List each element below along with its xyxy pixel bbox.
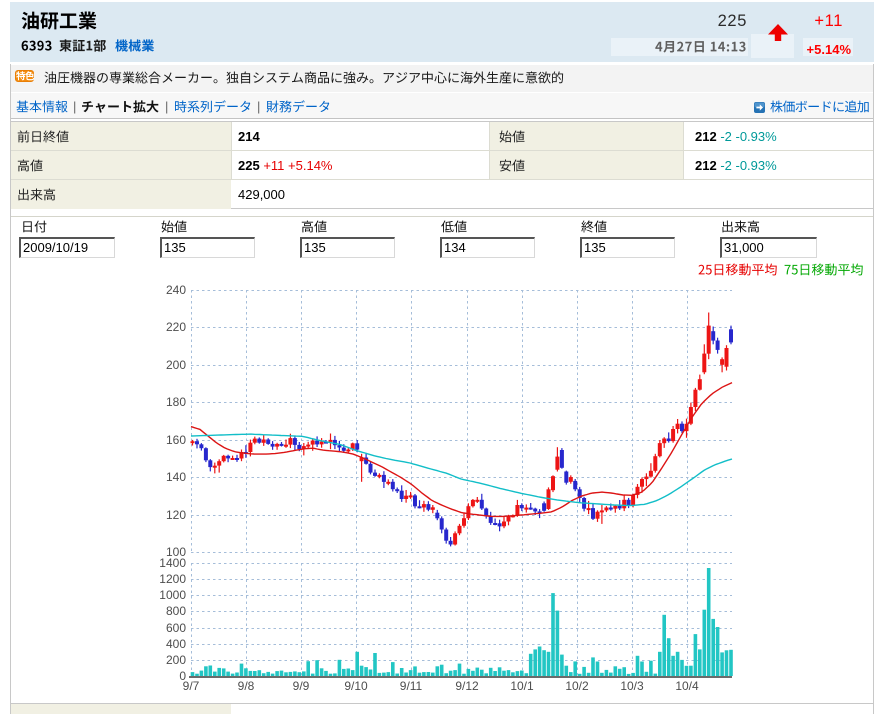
svg-text:1000: 1000 <box>159 588 186 602</box>
svg-text:220: 220 <box>166 320 186 334</box>
svg-text:10/2: 10/2 <box>565 679 589 693</box>
svg-text:180: 180 <box>166 395 186 409</box>
svg-text:9/8: 9/8 <box>238 679 255 693</box>
svg-text:10/1: 10/1 <box>510 679 534 693</box>
svg-text:9/12: 9/12 <box>455 679 479 693</box>
svg-text:9/11: 9/11 <box>400 679 423 693</box>
svg-text:600: 600 <box>166 621 186 635</box>
svg-text:800: 800 <box>166 604 186 618</box>
svg-text:200: 200 <box>166 653 186 667</box>
svg-text:10/4: 10/4 <box>675 679 699 693</box>
svg-text:1400: 1400 <box>159 556 186 570</box>
svg-text:160: 160 <box>166 433 186 447</box>
svg-text:10/3: 10/3 <box>620 679 644 693</box>
svg-text:120: 120 <box>166 508 186 522</box>
svg-text:400: 400 <box>166 637 186 651</box>
svg-text:9/10: 9/10 <box>344 679 368 693</box>
svg-text:9/7: 9/7 <box>183 679 200 693</box>
svg-text:240: 240 <box>166 283 186 297</box>
svg-text:9/9: 9/9 <box>293 679 310 693</box>
svg-text:200: 200 <box>166 358 186 372</box>
svg-text:140: 140 <box>166 470 186 484</box>
svg-text:100: 100 <box>166 545 186 559</box>
svg-text:1200: 1200 <box>159 572 186 586</box>
svg-text:0: 0 <box>179 669 186 683</box>
